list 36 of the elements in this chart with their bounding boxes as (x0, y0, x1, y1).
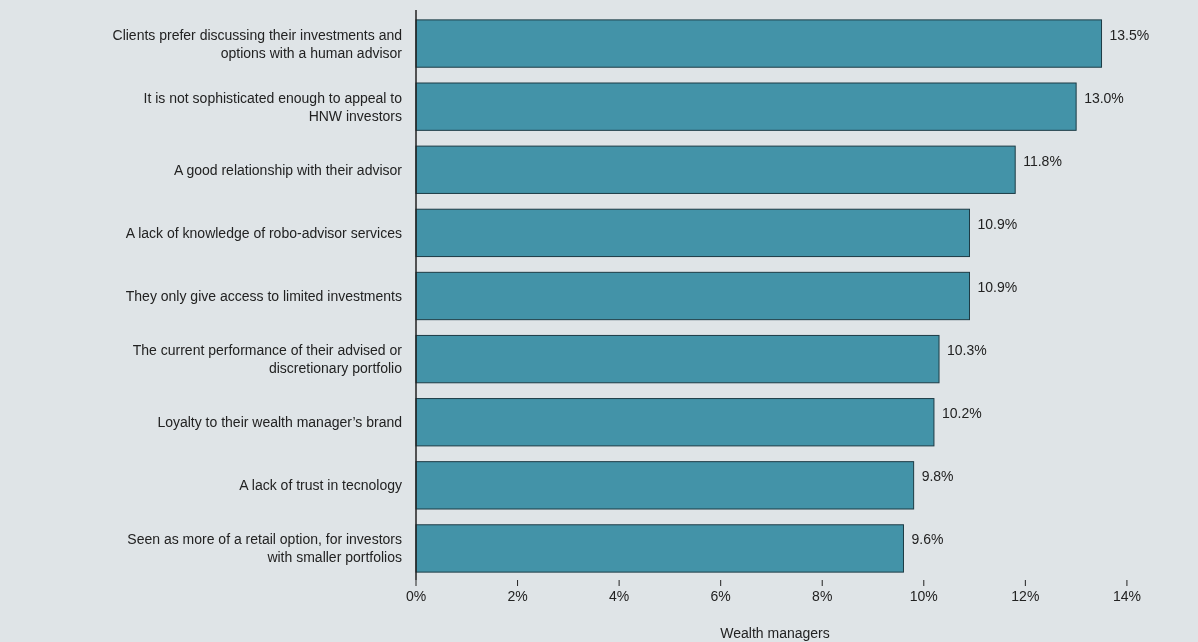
data-label: 10.2% (941, 405, 982, 422)
bar (415, 271, 970, 321)
y-tick-label: Clients prefer discussing their investments and options with a human advisor (112, 26, 403, 61)
data-label: 9.8% (921, 468, 954, 485)
x-tick-label: 14% (1112, 588, 1141, 604)
y-tick-label: Seen as more of a retail option, for investors with smaller portfolios (127, 531, 402, 566)
y-tick-label: A lack of knowledge of robo-advisor services (125, 224, 402, 241)
x-tick-label: 4% (609, 588, 630, 604)
x-tick-label: 2% (507, 588, 528, 604)
bar (415, 19, 1103, 68)
y-tick-label: A lack of trust in tecnology (239, 477, 402, 494)
data-label: 10.9% (977, 279, 1018, 295)
data-label: 10.3% (947, 342, 987, 359)
data-label: 10.9% (977, 215, 1018, 232)
bar (415, 145, 1016, 194)
bar (415, 461, 915, 510)
y-tick-label: They only give access to limited investments (125, 288, 402, 304)
y-tick-label: The current performance of their advised or discretionary portfolio (132, 342, 403, 377)
data-label: 11.8% (1023, 152, 1062, 169)
bar (415, 398, 935, 447)
bar (415, 524, 904, 573)
y-tick-label: Loyalty to their wealth manager’s brand (157, 414, 402, 431)
x-tick-label: 0% (405, 588, 427, 604)
data-label: 13.5% (1109, 26, 1150, 43)
x-tick-label: 12% (1011, 588, 1040, 604)
y-tick-label: It is not sophisticated enough to appeal to HNW investors (143, 89, 403, 124)
data-label: 13.0% (1084, 89, 1124, 106)
x-tick-label: 8% (812, 588, 833, 604)
bar (415, 208, 970, 258)
data-label: 9.6% (911, 531, 944, 548)
y-tick-label: A good relationship with their advisor (173, 161, 403, 178)
bar (415, 82, 1077, 131)
x-tick-label: 6% (710, 588, 731, 604)
bar (415, 334, 940, 384)
x-axis-title: Wealth managers (720, 625, 830, 641)
x-tick-label: 10% (909, 588, 938, 604)
